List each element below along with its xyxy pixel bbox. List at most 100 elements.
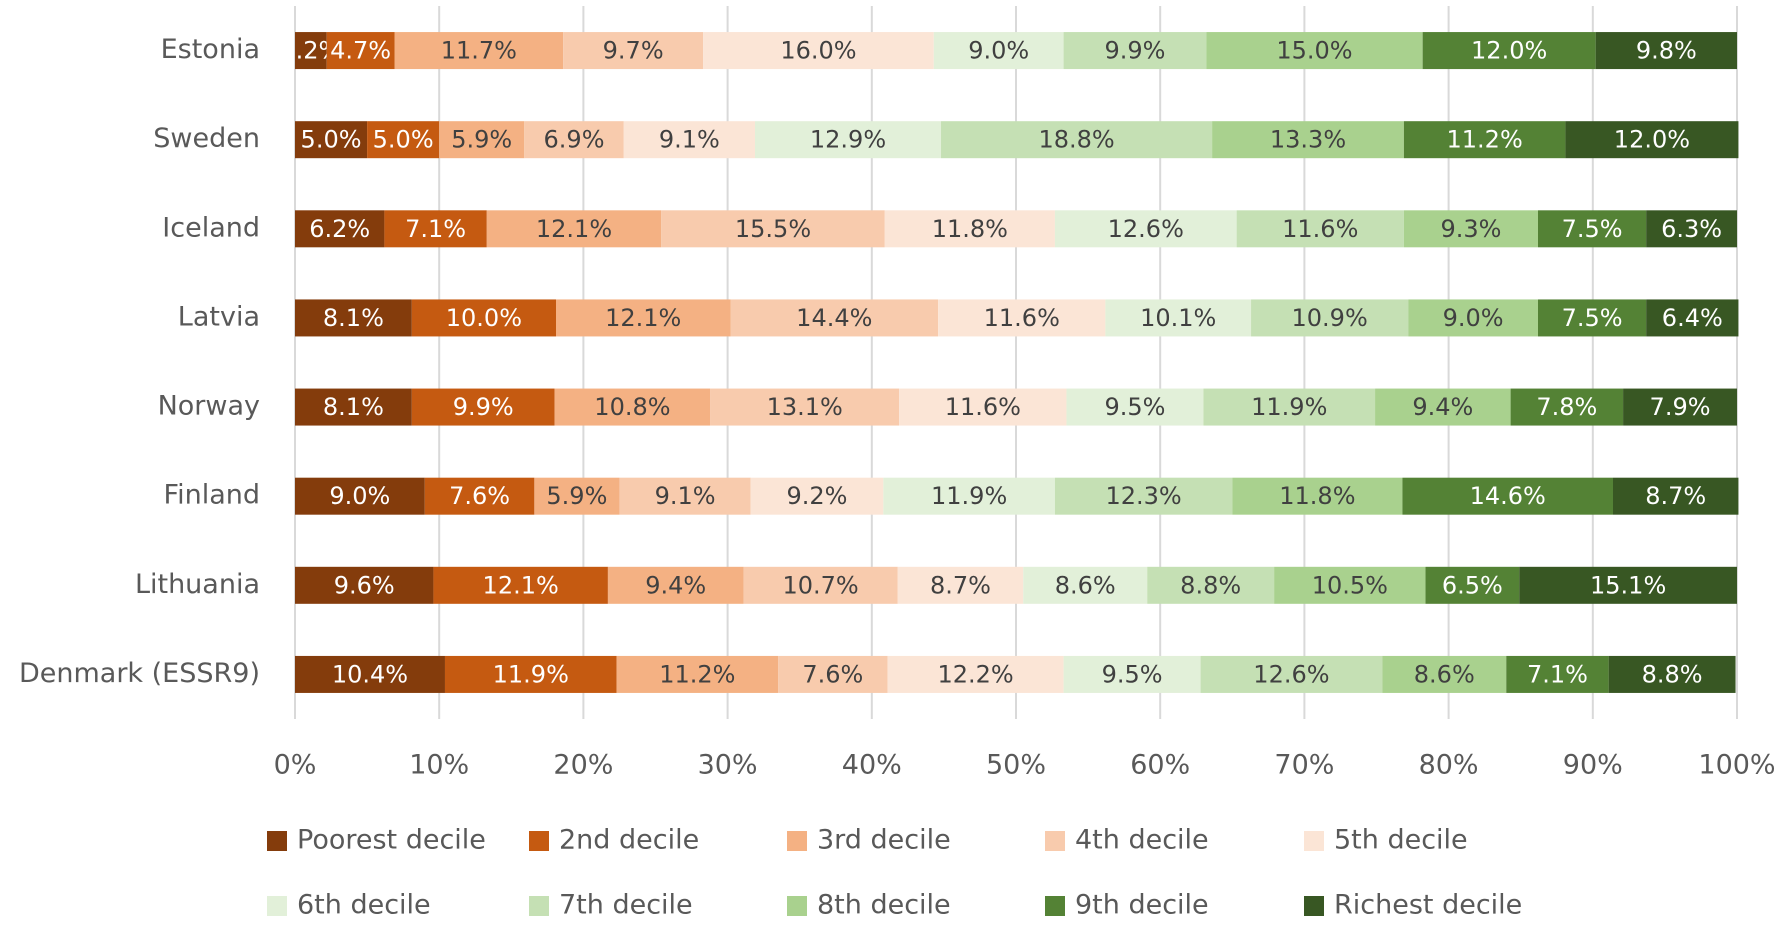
data-label: 5.9% (546, 482, 607, 510)
data-label: 5.9% (451, 126, 512, 154)
bar-segment (750, 477, 884, 515)
bar-segment (326, 32, 395, 70)
bar-segment (444, 655, 617, 693)
data-label: 16.0% (780, 37, 856, 65)
data-label: 12.1% (536, 215, 612, 243)
bar-segment (295, 566, 434, 604)
data-label: 7.9% (1650, 393, 1711, 421)
data-label: 11.9% (493, 660, 569, 688)
data-label: 12.1% (483, 571, 559, 599)
data-label: 8.1% (323, 393, 384, 421)
data-label: 9.6% (334, 571, 395, 599)
data-label: 9.9% (453, 393, 514, 421)
bar-segment (295, 655, 445, 693)
legend-label: 3rd decile (817, 825, 951, 856)
data-label: 10.5% (1312, 571, 1388, 599)
bar-segment (607, 566, 744, 604)
data-label: 11.6% (984, 304, 1060, 332)
bar-segment (1054, 210, 1237, 248)
bar-segment (563, 32, 704, 70)
bar-segment (743, 566, 898, 604)
bar-segment (295, 210, 385, 248)
data-label: 11.6% (945, 393, 1021, 421)
data-label: 12.9% (810, 126, 886, 154)
bar-segment (897, 566, 1024, 604)
x-tick-label: 0% (274, 750, 317, 781)
bar-segment (1408, 299, 1539, 337)
data-label: 9.3% (1440, 215, 1501, 243)
data-label: 6.5% (1442, 571, 1503, 599)
data-label: 11.8% (932, 215, 1008, 243)
data-label: 9.0% (329, 482, 390, 510)
y-tick-label: Estonia (161, 34, 260, 65)
bar-segment (439, 121, 525, 159)
data-label: 12.6% (1108, 215, 1184, 243)
bar-segment (295, 477, 425, 515)
data-label: 9.1% (659, 126, 720, 154)
data-label: 10.1% (1140, 304, 1216, 332)
data-label: 4.7% (330, 37, 391, 65)
data-label: 10.8% (594, 393, 670, 421)
data-label: 12.2% (937, 660, 1013, 688)
data-label: 11.7% (441, 37, 517, 65)
legend-label: 6th decile (297, 890, 431, 921)
data-label: 14.4% (796, 304, 872, 332)
legend-label: Richest decile (1334, 890, 1522, 921)
bar-segment (1403, 121, 1566, 159)
bar-segment (1232, 477, 1403, 515)
data-label: 11.9% (931, 482, 1007, 510)
bar-segment (899, 388, 1067, 426)
x-tick-label: 60% (1130, 750, 1190, 781)
data-label: 12.6% (1253, 660, 1329, 688)
legend-swatch (267, 896, 287, 916)
bar-segment (433, 566, 608, 604)
bar-segment (616, 655, 779, 693)
bar-segment (1422, 32, 1596, 70)
legend-swatch (1045, 896, 1065, 916)
legend-label: 9th decile (1075, 890, 1209, 921)
x-tick-label: 30% (698, 750, 758, 781)
bar-segment (1212, 121, 1404, 159)
legend-swatch (1304, 896, 1324, 916)
y-tick-label: Lithuania (135, 569, 260, 600)
data-label: 11.6% (1282, 215, 1358, 243)
bar-segment (411, 299, 557, 337)
bar-segment (1236, 210, 1404, 248)
data-label: 7.6% (802, 660, 863, 688)
data-label: 15.5% (735, 215, 811, 243)
data-label: 11.2% (659, 660, 735, 688)
legend-label: 4th decile (1075, 825, 1209, 856)
data-label: 10.0% (446, 304, 522, 332)
data-label: 10.9% (1292, 304, 1368, 332)
bar-segment (1538, 210, 1647, 248)
bar-segment (1251, 299, 1409, 337)
data-label: 2.2% (280, 37, 341, 65)
bar-segment (661, 210, 885, 248)
data-label: 10.4% (332, 660, 408, 688)
data-label: 15.0% (1276, 37, 1352, 65)
data-label: 12.0% (1471, 37, 1547, 65)
data-label: 8.7% (1645, 482, 1706, 510)
data-label: 14.6% (1470, 482, 1546, 510)
data-label: 12.0% (1614, 126, 1690, 154)
bar-segment (1510, 388, 1624, 426)
data-label: 8.1% (323, 304, 384, 332)
data-label: 8.8% (1180, 571, 1241, 599)
bar-segment (1646, 210, 1737, 248)
legend-swatch (267, 831, 287, 851)
data-label: 9.2% (787, 482, 848, 510)
bar-segment (367, 121, 440, 159)
data-label: 12.1% (605, 304, 681, 332)
bar-segment (1612, 477, 1739, 515)
legend-label: Poorest decile (297, 825, 486, 856)
bar-segment (1403, 210, 1539, 248)
data-label: 10.7% (782, 571, 858, 599)
bar-segment (411, 388, 555, 426)
bar-segment (710, 388, 900, 426)
bar-segment (1402, 477, 1613, 515)
bar-segment (384, 210, 487, 248)
bar-segment (534, 477, 620, 515)
bar-segment (1538, 299, 1647, 337)
legend-label: 2nd decile (559, 825, 699, 856)
